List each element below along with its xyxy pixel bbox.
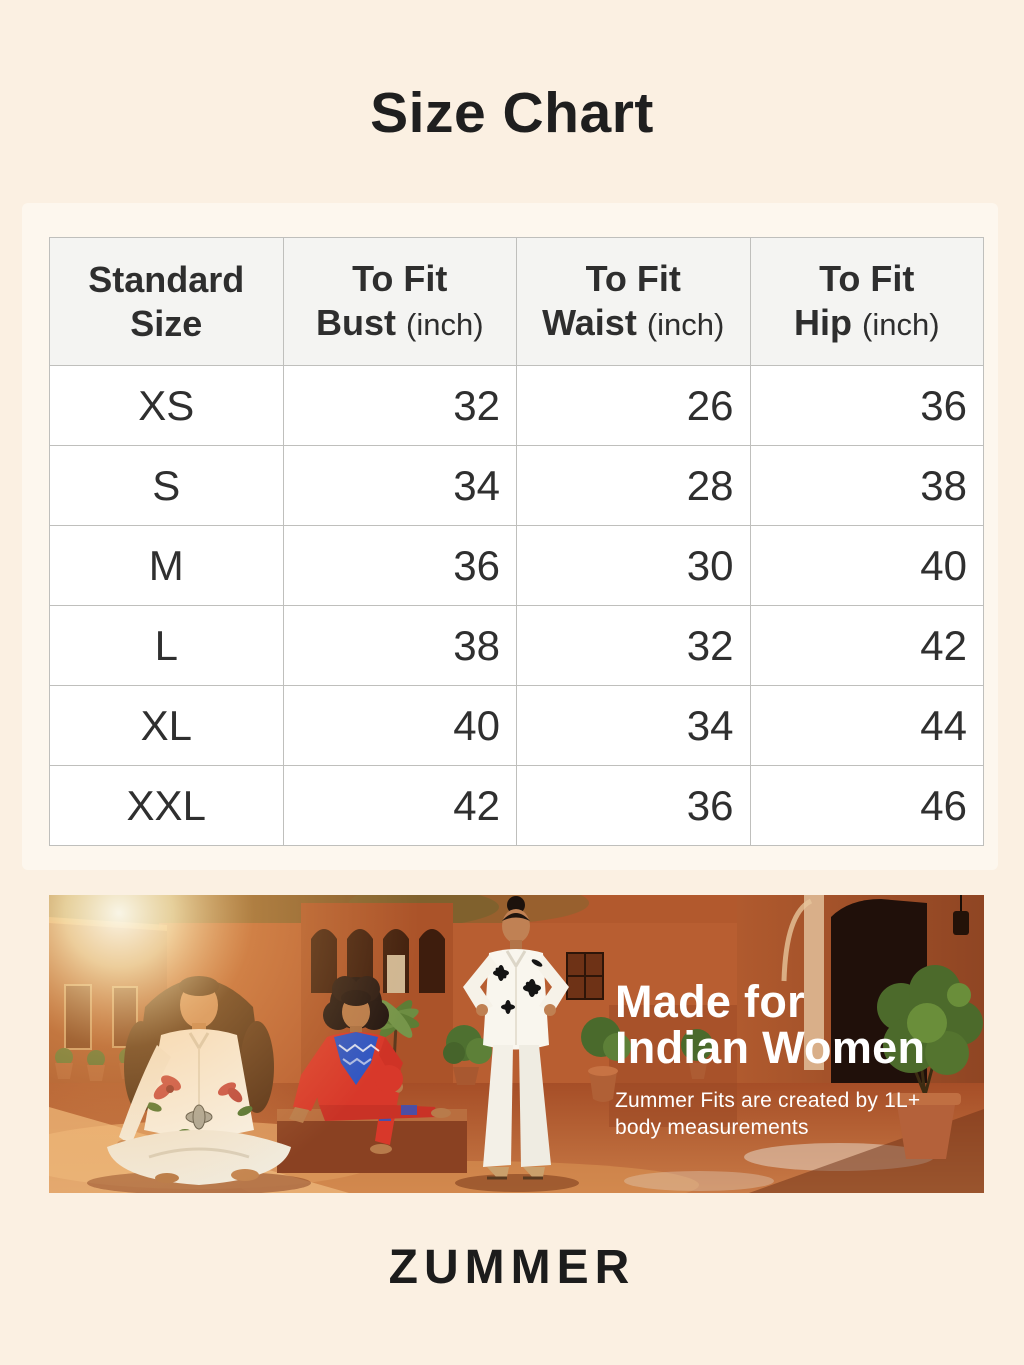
- waist-value: 32: [516, 605, 751, 686]
- bust-unit-label: (inch): [406, 306, 484, 342]
- brand-logo: ZUMMER: [388, 1241, 636, 1294]
- col-header-bust: To Fit Bust (inch): [282, 237, 517, 366]
- hip-value: 44: [749, 685, 984, 766]
- bust-value: 40: [282, 685, 517, 766]
- bust-value: 32: [282, 365, 517, 446]
- col-header-waist: To Fit Waist (inch): [516, 237, 751, 366]
- waist-value: 28: [516, 445, 751, 526]
- waist-value: 36: [516, 765, 751, 846]
- banner-photo-illustration: [49, 895, 984, 1193]
- size-chart-table-header: Standard Size To Fit Bust (inch) To Fit …: [49, 237, 984, 366]
- bust-value: 36: [282, 525, 517, 606]
- size-value: XXL: [49, 765, 284, 846]
- sunlight-glow-overlay: [49, 895, 984, 1193]
- table-row-xxl: XXL 42 36 46: [49, 765, 984, 846]
- table-row-s: S 34 28 38: [49, 445, 984, 526]
- col-header-standard-size: Standard Size: [49, 237, 284, 366]
- size-value: S: [49, 445, 284, 526]
- header-row: Standard Size To Fit Bust (inch) To Fit …: [49, 237, 984, 366]
- waist-value: 26: [516, 365, 751, 446]
- waist-unit-label: (inch): [646, 306, 725, 342]
- table-row-m: M 36 30 40: [49, 525, 984, 606]
- col-header-hip: To Fit Hip (inch): [749, 237, 984, 366]
- hip-value: 36: [749, 365, 984, 446]
- table-row-xs: XS 32 26 36: [49, 365, 984, 446]
- bust-value: 38: [282, 605, 517, 686]
- hip-value: 40: [749, 525, 984, 606]
- table-row-l: L 38 32 42: [49, 605, 984, 686]
- hip-value: 38: [749, 445, 984, 526]
- size-value: XS: [49, 365, 284, 446]
- table-row-xl: XL 40 34 44: [49, 685, 984, 766]
- waist-value: 30: [516, 525, 751, 606]
- size-value: XL: [49, 685, 284, 766]
- size-value: M: [49, 525, 284, 606]
- bust-value: 34: [282, 445, 517, 526]
- size-value: L: [49, 605, 284, 686]
- hip-value: 42: [749, 605, 984, 686]
- bust-value: 42: [282, 765, 517, 846]
- waist-value: 34: [516, 685, 751, 766]
- size-chart-table: Standard Size To Fit Bust (inch) To Fit …: [49, 237, 984, 846]
- page-title: Size Chart: [370, 81, 654, 145]
- hip-unit-label: (inch): [862, 306, 940, 342]
- size-chart-table-body: XS 32 26 36 S 34 28 38 M 36 30 40 L 38 3…: [49, 365, 984, 846]
- hip-value: 46: [749, 765, 984, 846]
- promo-banner: Made for Indian Women Zummer Fits are cr…: [49, 895, 984, 1193]
